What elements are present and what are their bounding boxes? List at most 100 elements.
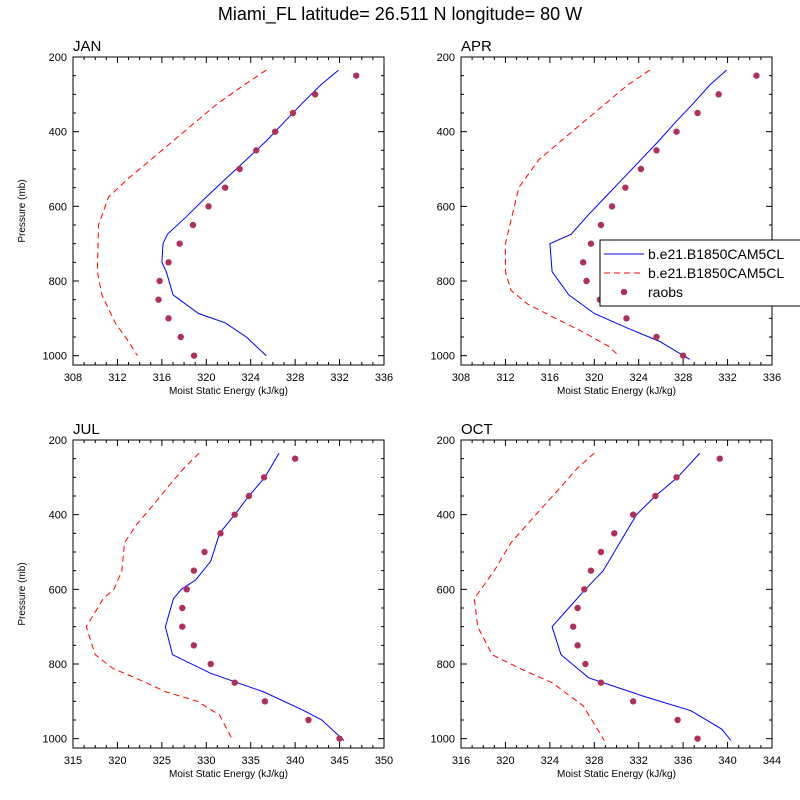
data-point xyxy=(629,698,637,705)
panel-jan: JAN 308 312 316 320 324 328 332 336 200 400 600 800 1… xyxy=(17,38,393,397)
x-tick-label: 312 xyxy=(496,372,514,384)
y-tick-label: 1000 xyxy=(431,734,455,746)
data-point xyxy=(353,72,360,79)
plot-frame xyxy=(72,439,385,749)
legend-label: raobs xyxy=(648,284,683,300)
x-tick-label: 336 xyxy=(375,372,393,384)
data-point xyxy=(245,492,253,500)
legend: b.e21.B1850CAM5CL b.e21.B1850CAM5CL raobs xyxy=(599,239,800,307)
data-point xyxy=(653,333,660,341)
plot-frame xyxy=(72,56,385,366)
x-tick-label: 324 xyxy=(242,372,260,384)
y-tick-label: 400 xyxy=(49,510,67,522)
y-tick-label: 800 xyxy=(437,659,455,671)
x-axis-label: Moist Static Energy (kJ/kg) xyxy=(557,769,676,780)
data-point xyxy=(629,511,637,518)
y-axis-label: Pressure (mb) xyxy=(17,562,28,625)
panel-jul: JUL 315 320 325 330 335 340 345 350 200 400 600 800 1… xyxy=(17,421,393,780)
series-line-dashed xyxy=(504,69,651,357)
data-point xyxy=(569,623,577,630)
panel-title: JUL xyxy=(73,421,100,438)
data-point xyxy=(165,315,172,322)
y-tick-label: 600 xyxy=(437,584,455,596)
data-point xyxy=(177,333,184,341)
x-tick-label: 320 xyxy=(108,755,126,767)
legend-label: b.e21.B1850CAM5CL xyxy=(648,265,784,281)
data-point xyxy=(597,679,605,686)
x-tick-label: 332 xyxy=(330,372,348,384)
x-tick-label: 350 xyxy=(375,755,393,767)
data-point xyxy=(221,184,229,191)
y-tick-label: 1000 xyxy=(43,734,67,746)
data-point xyxy=(611,530,618,537)
legend-label: b.e21.B1850CAM5CL xyxy=(648,246,784,262)
data-point xyxy=(579,259,587,266)
data-point xyxy=(637,165,645,173)
series-line-dashed xyxy=(85,452,234,741)
x-tick-label: 344 xyxy=(763,755,781,767)
x-tick-label: 340 xyxy=(286,755,304,767)
series-line-dashed xyxy=(473,452,605,741)
data-point xyxy=(574,604,581,612)
x-tick-label: 316 xyxy=(452,755,470,767)
x-tick-label: 316 xyxy=(153,372,171,384)
data-point xyxy=(176,240,183,247)
data-point xyxy=(679,352,687,359)
y-tick-label: 400 xyxy=(437,127,455,139)
y-tick-label: 400 xyxy=(437,510,455,522)
data-point xyxy=(587,240,595,247)
series-line-dashed xyxy=(96,69,267,356)
y-tick-label: 800 xyxy=(49,659,67,671)
series-raobs xyxy=(569,455,723,742)
x-tick-label: 335 xyxy=(242,755,260,767)
series-line-solid xyxy=(551,452,732,741)
data-point xyxy=(165,259,172,266)
x-tick-label: 320 xyxy=(585,372,603,384)
y-tick-label: 800 xyxy=(49,276,67,288)
y-tick-label: 600 xyxy=(49,584,67,596)
data-point xyxy=(694,109,701,117)
x-tick-label: 324 xyxy=(630,372,648,384)
data-point xyxy=(305,716,312,724)
data-point xyxy=(581,586,588,593)
x-tick-label: 315 xyxy=(64,755,82,767)
data-point xyxy=(236,165,243,173)
y-tick-label: 800 xyxy=(437,276,455,288)
panel-oct: OCT 316 320 324 328 332 336 340 344 200 400 600 800 1… xyxy=(431,421,782,780)
data-point xyxy=(582,660,589,668)
series-raobs xyxy=(579,72,760,359)
y-tick-label: 600 xyxy=(49,201,67,213)
x-tick-label: 328 xyxy=(674,372,692,384)
y-tick-label: 600 xyxy=(437,201,455,213)
y-tick-label: 1000 xyxy=(43,351,67,363)
data-point xyxy=(205,203,212,210)
plot-frame xyxy=(460,439,773,749)
panel-apr: APR 308 312 316 320 324 328 332 336 200 400 600 800 1… xyxy=(431,38,782,397)
data-point xyxy=(674,716,681,724)
legend-marker xyxy=(620,288,628,296)
data-point xyxy=(156,277,163,285)
data-point xyxy=(217,530,224,537)
x-tick-label: 312 xyxy=(108,372,126,384)
data-point xyxy=(190,567,198,574)
data-point xyxy=(190,352,198,359)
data-point xyxy=(289,109,297,117)
data-point xyxy=(271,128,279,135)
data-point xyxy=(231,511,238,518)
data-point xyxy=(716,455,723,462)
x-tick-label: 328 xyxy=(585,755,603,767)
data-point xyxy=(179,604,186,612)
x-tick-label: 308 xyxy=(64,372,82,384)
x-tick-label: 316 xyxy=(541,372,559,384)
x-axis-label: Moist Static Energy (kJ/kg) xyxy=(557,386,676,397)
x-tick-label: 328 xyxy=(286,372,304,384)
x-tick-label: 325 xyxy=(153,755,171,767)
y-tick-label: 200 xyxy=(437,52,455,64)
data-point xyxy=(231,679,238,686)
data-point xyxy=(179,623,186,630)
data-point xyxy=(587,567,595,574)
x-axis-label: Moist Static Energy (kJ/kg) xyxy=(169,769,288,780)
data-point xyxy=(753,72,760,79)
x-axis-label: Moist Static Energy (kJ/kg) xyxy=(169,386,288,397)
